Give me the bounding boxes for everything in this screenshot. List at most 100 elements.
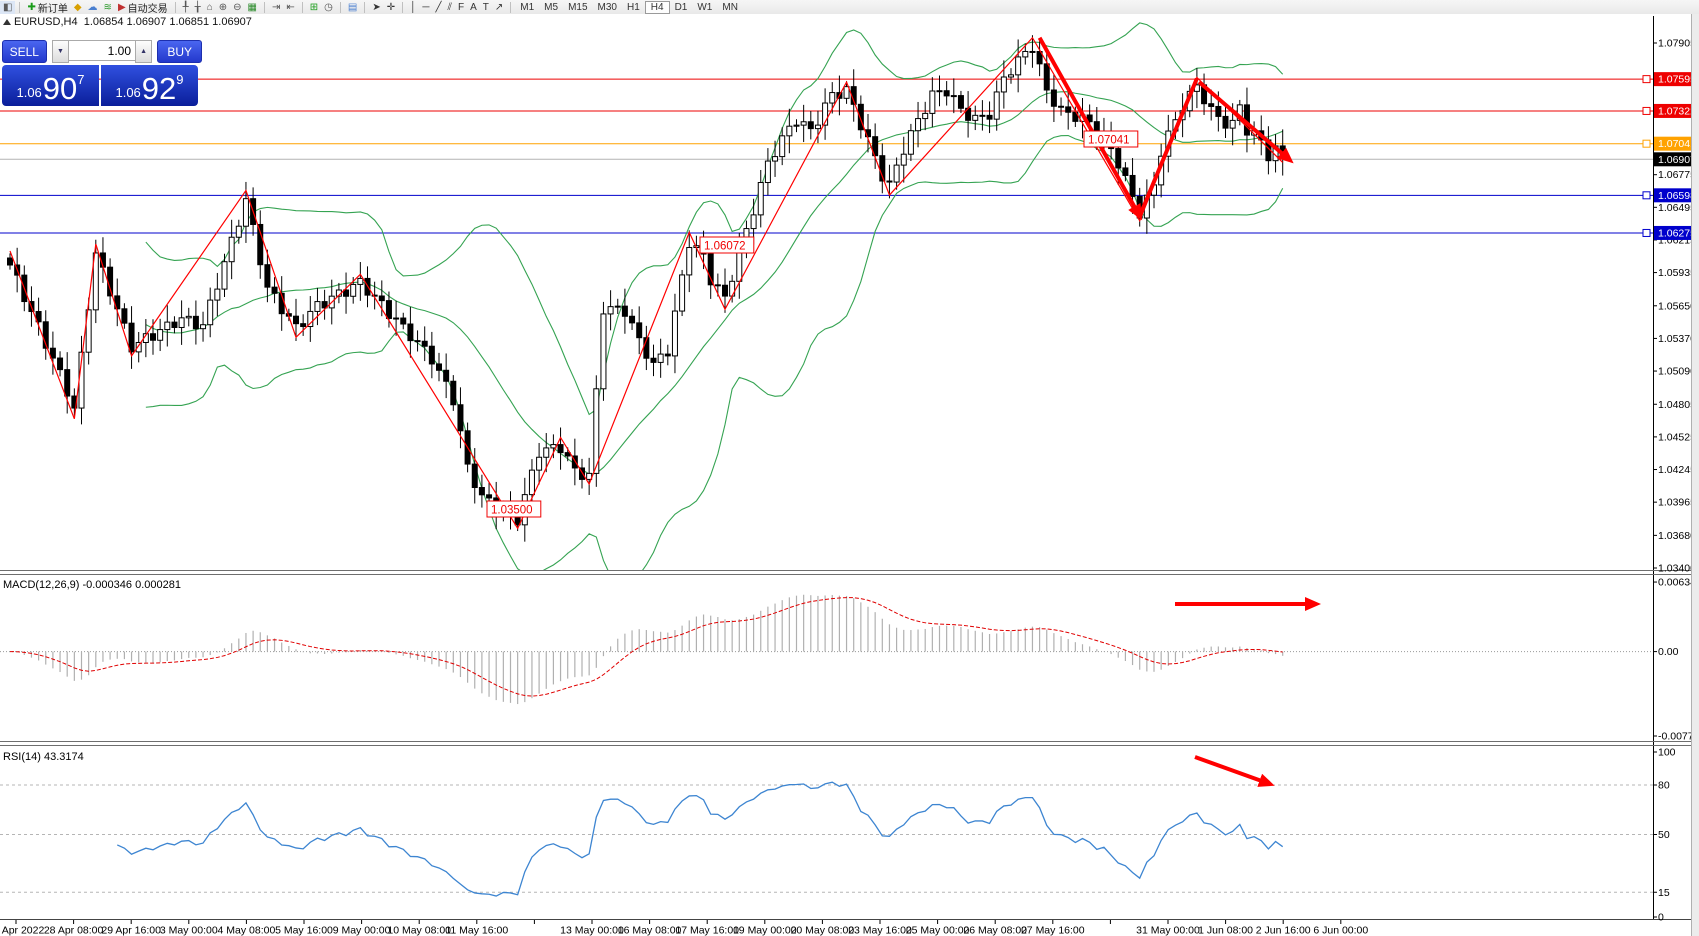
level-line-anchor[interactable]: [1642, 191, 1651, 200]
label-icon[interactable]: T: [480, 1, 492, 14]
time-tick-label: 6 Jun 00:00: [1313, 925, 1368, 936]
candle-body: [800, 121, 807, 126]
auto-scroll-icon[interactable]: ⇤: [283, 1, 297, 14]
indicators-icon[interactable]: ╀: [180, 1, 192, 14]
add-chart-icon[interactable]: ⊞: [307, 1, 321, 14]
buy-price-box[interactable]: 1.06 92 9: [101, 65, 198, 106]
chart-background: [0, 14, 1692, 936]
candle-body: [35, 311, 42, 323]
autotrading-button-glyph: ▶: [117, 1, 126, 13]
timeframe-m1-button[interactable]: M1: [520, 1, 535, 13]
timeframe-m30-button[interactable]: M30: [597, 1, 617, 13]
time-tick-label: 2 Jun 16:00: [1256, 925, 1311, 936]
level-line-anchor[interactable]: [1642, 228, 1651, 237]
styles-icon[interactable]: ◆: [71, 1, 85, 14]
period-icon[interactable]: ◷: [321, 1, 336, 14]
annotation-box-1.06072[interactable]: [699, 236, 755, 254]
price-badge-label: 1.07595: [1658, 74, 1696, 86]
tile-windows-icon[interactable]: ▦: [245, 1, 260, 14]
sell-price-box[interactable]: 1.06 90 7: [2, 65, 99, 106]
candle-body: [150, 333, 156, 341]
market-icon[interactable]: ☁: [85, 1, 101, 14]
candle-body: [321, 301, 328, 309]
trend-arrow-2[interactable]: [1137, 77, 1199, 217]
crosshair-icon[interactable]: ✛: [384, 1, 398, 14]
templates-icon[interactable]: ⌂: [204, 1, 216, 14]
time-tick-label: 16 May 08:00: [618, 925, 682, 936]
trendline-icon[interactable]: ╱: [432, 1, 444, 14]
candle-body: [793, 124, 800, 127]
level-line-anchor[interactable]: [1642, 139, 1651, 148]
new-order-button[interactable]: ✚ 新订单: [24, 1, 70, 15]
candle-body: [1022, 50, 1029, 58]
timeframe-m5-button[interactable]: M5: [544, 1, 559, 13]
candle-body: [671, 310, 678, 357]
candle-body: [185, 315, 192, 319]
level-line-anchor[interactable]: [1642, 106, 1651, 115]
timeframe-m15-button[interactable]: M15: [568, 1, 588, 13]
cursor-icon[interactable]: ➤: [369, 1, 383, 14]
candle-body: [1086, 114, 1093, 123]
objects-icon[interactable]: ╁: [192, 1, 204, 14]
candle-body: [57, 357, 64, 371]
level-line-anchor[interactable]: [1642, 75, 1651, 84]
candle-body: [1115, 148, 1122, 169]
timeframe-w1-button[interactable]: W1: [697, 1, 713, 13]
signals-icon[interactable]: ≋: [101, 1, 115, 14]
arrows-icon[interactable]: ↗: [492, 1, 506, 14]
fibonacci-icon-glyph: F: [457, 1, 465, 13]
candle-body: [92, 252, 99, 311]
indicators-icon-glyph: ╀: [182, 1, 189, 13]
price-tick-label: 1.04805: [1658, 399, 1696, 411]
candle-body: [986, 114, 993, 120]
timeframe-d1-button[interactable]: D1: [674, 1, 688, 13]
volume-increase-button[interactable]: ▲: [135, 40, 153, 63]
rsi-indicator-label: RSI(14) 43.3174: [3, 751, 84, 763]
period-icon-glyph: ◷: [324, 1, 333, 13]
volume-decrease-button[interactable]: ▼: [51, 40, 69, 63]
rsi-trend-arrow[interactable]: [1194, 755, 1275, 787]
candle-body: [214, 288, 221, 301]
buy-button[interactable]: BUY: [157, 40, 202, 63]
horizontal-line-icon[interactable]: ─: [419, 1, 432, 14]
candle-body: [478, 487, 485, 496]
macd-panel: [0, 594, 1653, 705]
channel-icon[interactable]: ⫽: [445, 1, 455, 14]
chart-canvas[interactable]: 1.070411.060721.035001.079051.067751.064…: [0, 14, 1699, 936]
time-tick-label: 9 May 00:00: [333, 925, 391, 936]
chart-shift-icon[interactable]: ⇥: [269, 1, 283, 14]
timeframe-h4-button[interactable]: H4: [644, 0, 670, 14]
bid-price-badge: [1654, 152, 1696, 167]
zoom-in-icon[interactable]: ⊕: [216, 1, 230, 14]
candle-body: [157, 329, 164, 341]
candle-body: [178, 317, 185, 328]
price-badge-label: 1.07322: [1658, 105, 1696, 117]
candle-body: [929, 90, 936, 114]
autotrading-button[interactable]: ▶ 自动交易: [115, 1, 171, 15]
annotation-box-1.03500[interactable]: [486, 500, 542, 518]
fibonacci-icon[interactable]: F: [455, 1, 467, 14]
trend-arrow-3[interactable]: [1197, 80, 1294, 164]
candle-body: [1222, 115, 1229, 129]
timeframe-h1-button[interactable]: H1: [626, 1, 640, 13]
candle-body: [1072, 111, 1079, 122]
vertical-line-icon[interactable]: │: [407, 1, 419, 14]
zoom-out-icon[interactable]: ⊖: [230, 1, 244, 14]
price-badge-1.07595: [1654, 72, 1696, 87]
volume-input[interactable]: [69, 40, 135, 61]
annotation-box-1.07041[interactable]: [1083, 130, 1139, 148]
trend-arrow-1[interactable]: [1037, 36, 1143, 221]
candle-body: [757, 182, 764, 216]
bollinger-middle-band: [145, 91, 1283, 475]
candle-body: [579, 467, 585, 480]
sell-button[interactable]: SELL: [2, 40, 47, 63]
profiles-icon[interactable]: ▤: [345, 1, 360, 14]
text-icon[interactable]: A: [467, 1, 480, 14]
trendline-icon-glyph: ╱: [435, 1, 442, 13]
bollinger-upper-band: [145, 22, 1284, 416]
charts-icon[interactable]: ◧: [0, 0, 16, 14]
timeframe-mn-button[interactable]: MN: [722, 1, 738, 13]
candle-body: [264, 264, 271, 288]
candle-body: [900, 153, 907, 166]
